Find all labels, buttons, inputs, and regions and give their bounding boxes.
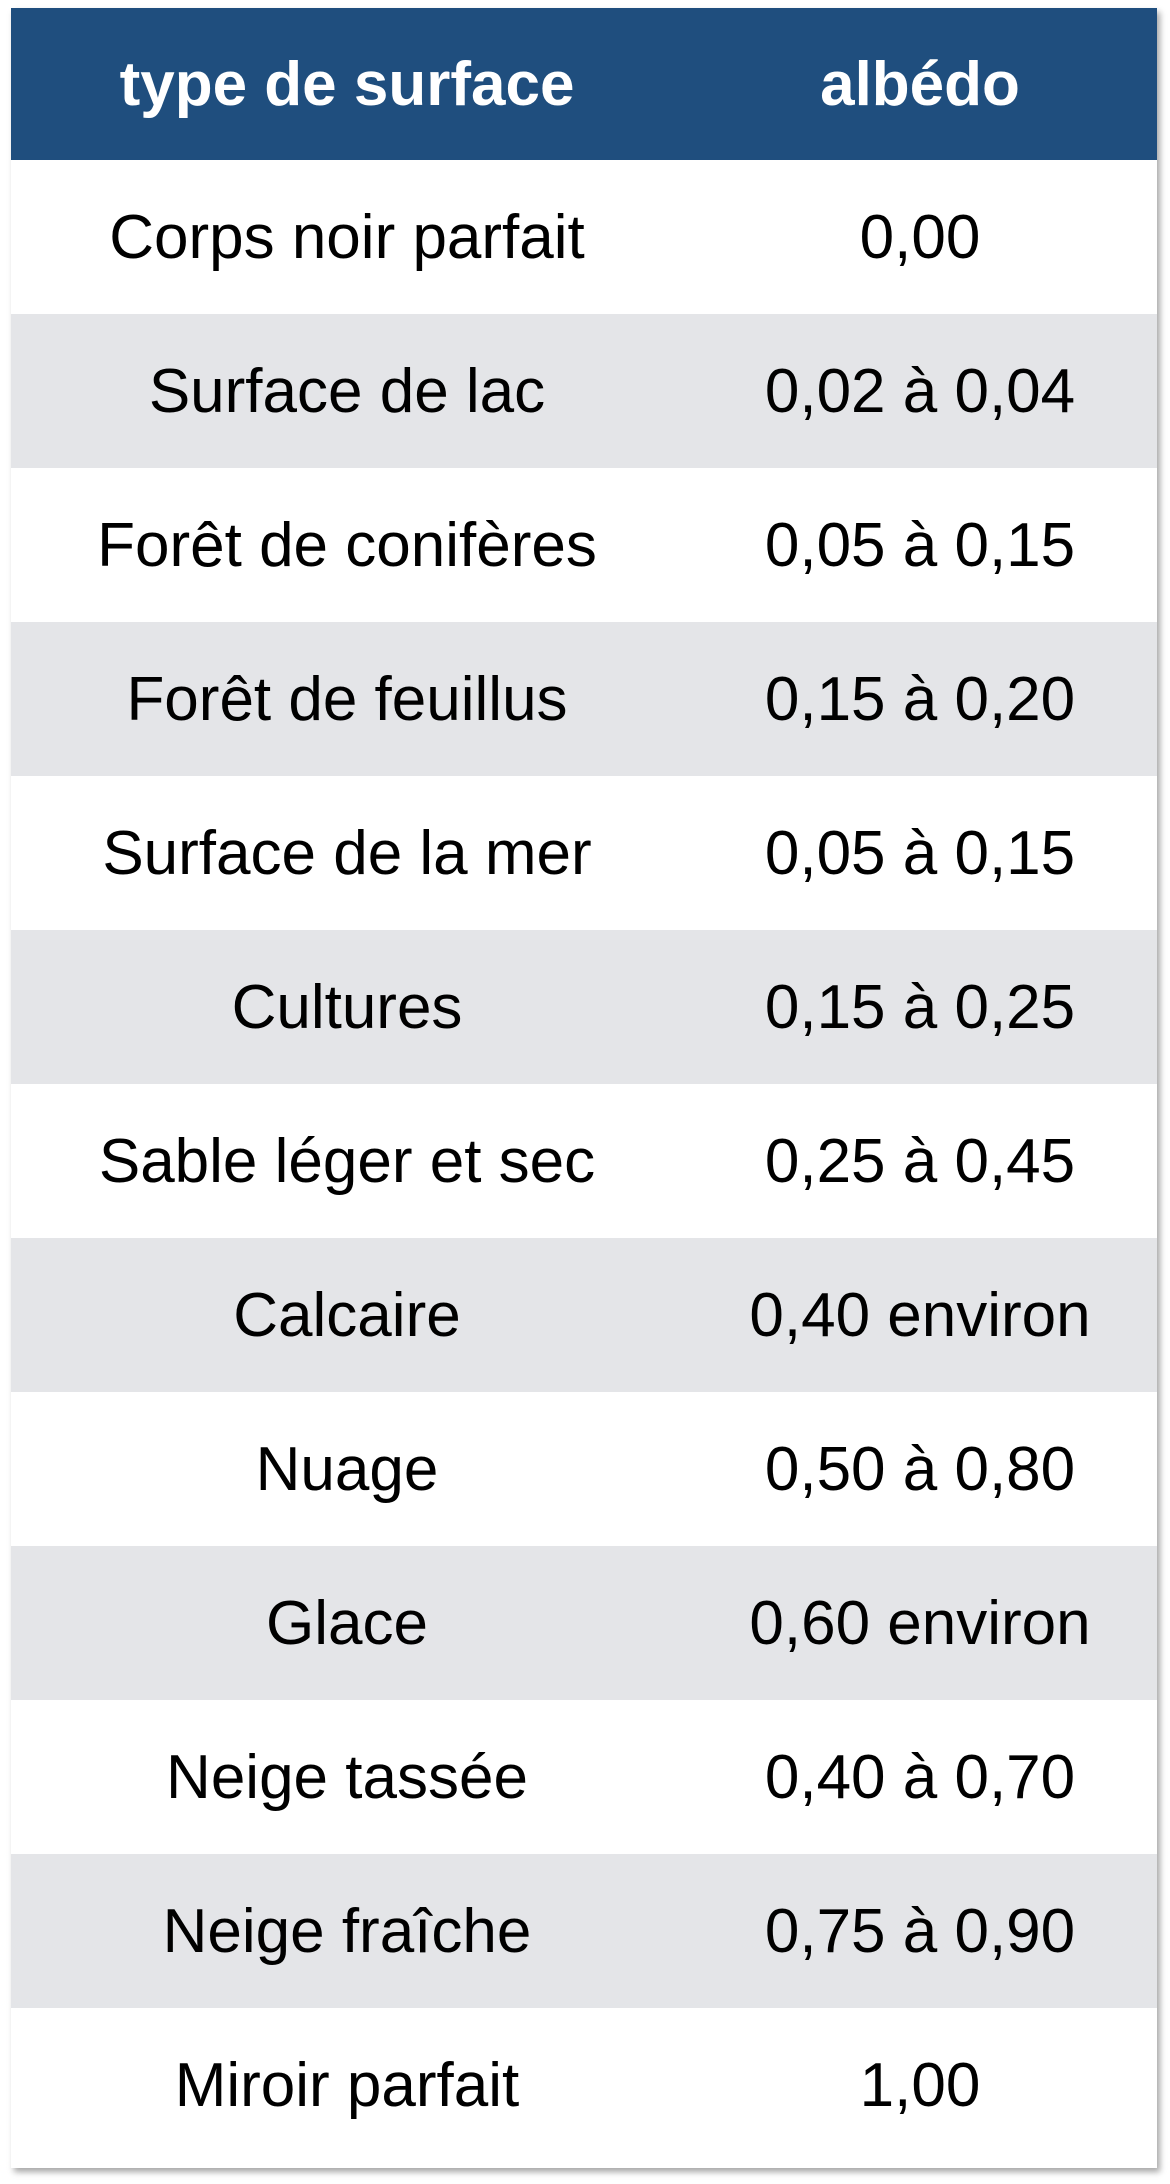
table-row: Miroir parfait 1,00 <box>11 2008 1157 2162</box>
albedo-cell: 0,75 à 0,90 <box>764 1896 1076 1966</box>
albedo-cell: 0,25 à 0,45 <box>764 1126 1076 1196</box>
table-row: Surface de lac 0,02 à 0,04 <box>11 314 1157 468</box>
surface-cell: Glace <box>266 1588 428 1658</box>
table-row: Neige tassée 0,40 à 0,70 <box>11 1700 1157 1854</box>
surface-cell: Nuage <box>255 1434 439 1504</box>
albedo-cell: 0,05 à 0,15 <box>764 510 1076 580</box>
table-row: Neige fraîche 0,75 à 0,90 <box>11 1854 1157 2008</box>
albedo-cell: 0,60 environ <box>749 1588 1091 1658</box>
surface-cell: Surface de la mer <box>102 818 592 888</box>
table-row: Cultures 0,15 à 0,25 <box>11 930 1157 1084</box>
table-header: type de surface albédo <box>11 8 1157 160</box>
header-surface-type: type de surface <box>119 49 575 119</box>
table-row: Glace 0,60 environ <box>11 1546 1157 1700</box>
surface-cell: Forêt de feuillus <box>126 664 568 734</box>
surface-cell: Corps noir parfait <box>109 202 585 272</box>
surface-cell: Sable léger et sec <box>98 1126 596 1196</box>
albedo-table: type de surface albédo Corps noir parfai… <box>11 8 1157 2168</box>
albedo-cell: 0,40 à 0,70 <box>764 1742 1076 1812</box>
albedo-cell: 0,00 <box>859 202 981 272</box>
surface-cell: Miroir parfait <box>174 2050 520 2120</box>
table-row: Sable léger et sec 0,25 à 0,45 <box>11 1084 1157 1238</box>
albedo-cell: 0,50 à 0,80 <box>764 1434 1076 1504</box>
surface-cell: Surface de lac <box>148 356 546 426</box>
surface-cell: Neige tassée <box>166 1742 528 1812</box>
surface-cell: Forêt de conifères <box>97 510 597 580</box>
table-row: Nuage 0,50 à 0,80 <box>11 1392 1157 1546</box>
table-row: Surface de la mer 0,05 à 0,15 <box>11 776 1157 930</box>
surface-cell: Cultures <box>231 972 463 1042</box>
albedo-cell: 0,15 à 0,20 <box>764 664 1076 734</box>
surface-cell: Neige fraîche <box>162 1896 532 1966</box>
table-row: Forêt de conifères 0,05 à 0,15 <box>11 468 1157 622</box>
albedo-cell: 0,05 à 0,15 <box>764 818 1076 888</box>
table-row: Forêt de feuillus 0,15 à 0,20 <box>11 622 1157 776</box>
albedo-cell: 1,00 <box>859 2050 981 2120</box>
albedo-cell: 0,15 à 0,25 <box>764 972 1076 1042</box>
table-row: Corps noir parfait 0,00 <box>11 160 1157 314</box>
surface-cell: Calcaire <box>233 1280 461 1350</box>
albedo-cell: 0,02 à 0,04 <box>764 356 1076 426</box>
table-row: Calcaire 0,40 environ <box>11 1238 1157 1392</box>
header-albedo: albédo <box>820 49 1020 119</box>
albedo-cell: 0,40 environ <box>749 1280 1091 1350</box>
